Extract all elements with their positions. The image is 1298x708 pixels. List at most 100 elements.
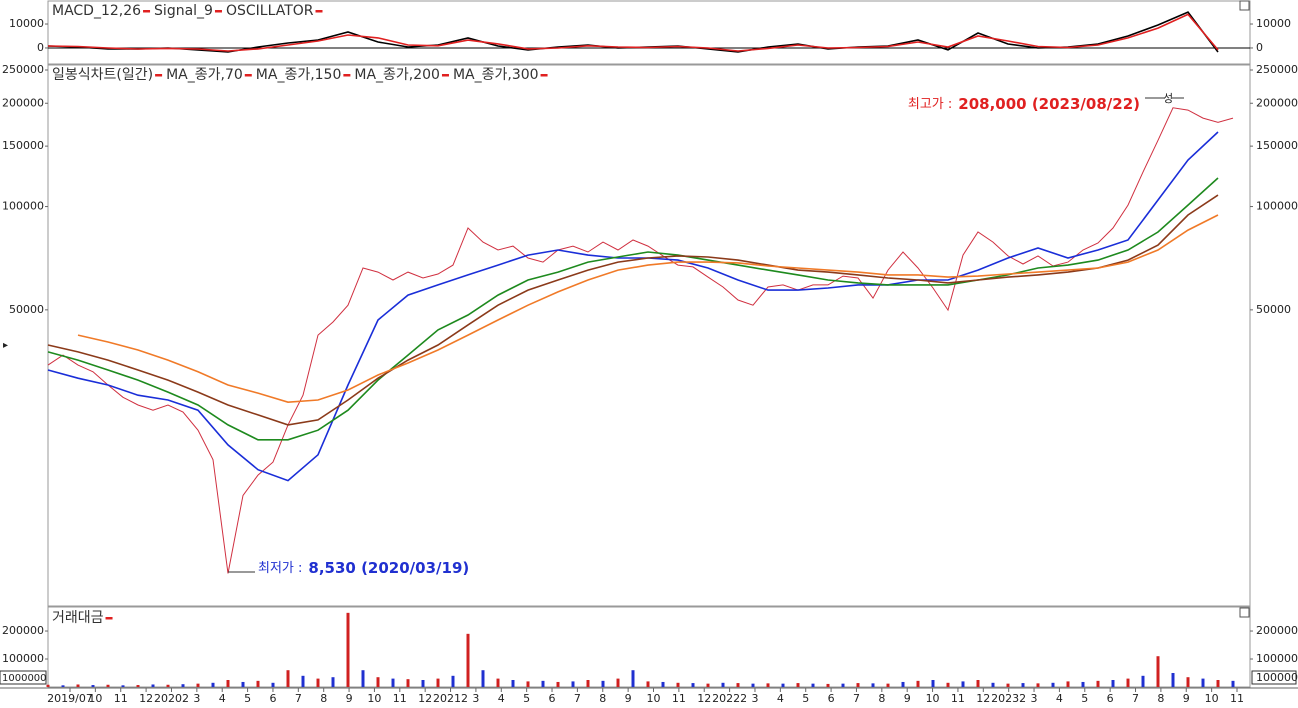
series-line	[47, 131, 1219, 482]
volume-bar	[1216, 680, 1220, 687]
x-tick-label: 4	[1056, 692, 1063, 705]
volume-bar	[646, 681, 650, 687]
annotation-value: 208,000 (2023/08/22)	[958, 95, 1140, 113]
x-tick-label: 12	[418, 692, 432, 705]
volume-bar	[736, 683, 740, 687]
y-tick-label: 50000	[1256, 303, 1291, 316]
volume-bar	[1186, 677, 1190, 687]
x-tick-label: 6	[269, 692, 276, 705]
volume-bar	[526, 681, 530, 687]
y-tick-label: 200000	[1256, 624, 1298, 637]
volume-bar	[271, 682, 275, 687]
x-tick-label: 10	[647, 692, 661, 705]
volume-bar	[256, 680, 260, 687]
volume-bar	[1006, 683, 1010, 687]
volume-bar	[181, 684, 185, 687]
legend-label: MA_종가,70	[166, 67, 243, 83]
volume-bar	[706, 683, 710, 687]
volume-bar	[301, 675, 305, 687]
volume-bar	[601, 680, 605, 687]
volume-bar	[166, 684, 170, 687]
side-handle[interactable]: ▸	[3, 340, 8, 351]
volume-bar	[901, 681, 905, 687]
volume-bar	[721, 682, 725, 687]
x-tick-label: 11	[114, 692, 128, 705]
volume-bar	[751, 683, 755, 687]
x-tick-label: 20202	[154, 692, 189, 705]
x-tick-label: 8	[878, 692, 885, 705]
x-tick-label: 8	[1157, 692, 1164, 705]
volume-bar	[871, 683, 875, 687]
volume-bar	[151, 684, 155, 687]
volume-bar	[616, 678, 620, 687]
volume-bar	[1171, 673, 1175, 687]
y-tick-label: 10000	[9, 17, 44, 30]
x-tick-label: 11	[672, 692, 686, 705]
volume-bar	[631, 670, 635, 687]
x-tick-label: 12	[697, 692, 711, 705]
volume-bar	[1111, 680, 1115, 687]
volume-bar	[886, 683, 890, 687]
x-tick-label: 11	[1230, 692, 1244, 705]
legend-swatch	[441, 74, 449, 77]
x-tick-label: 3	[1031, 692, 1038, 705]
volume-bar	[1141, 675, 1145, 687]
x-tick-label: 2019/07	[47, 692, 93, 705]
series-line	[77, 214, 1219, 404]
x-tick-label: 10	[367, 692, 381, 705]
x-tick-label: 6	[549, 692, 556, 705]
volume-bar	[46, 684, 50, 687]
y-tick-label: 200000	[2, 96, 44, 109]
y-tick-label: 10000	[1256, 17, 1291, 30]
volume-bar	[421, 680, 425, 687]
x-tick-label: 11	[393, 692, 407, 705]
panel-button[interactable]	[1239, 0, 1250, 11]
legend-label: MACD_12,26	[52, 3, 141, 19]
volume-bar	[226, 680, 230, 687]
volume-bar	[571, 681, 575, 687]
legend-label: MA_종가,200	[354, 67, 440, 83]
volume-bar	[1096, 680, 1100, 687]
x-tick-label: 11	[951, 692, 965, 705]
x-tick-label: 9	[625, 692, 632, 705]
legend-label: MA_종가,300	[453, 67, 539, 83]
legend-swatch	[540, 74, 548, 77]
volume-bar	[931, 680, 935, 687]
y-tick-label: 150000	[1256, 139, 1298, 152]
marker-box	[0, 670, 47, 685]
volume-bar	[916, 680, 920, 687]
y-tick-label: 100000	[1256, 200, 1298, 213]
x-tick-label: 9	[904, 692, 911, 705]
volume-bar	[976, 680, 980, 687]
legend-label: Signal_9	[154, 3, 213, 19]
volume-bar	[676, 682, 680, 687]
x-tick-label: 4	[219, 692, 226, 705]
x-tick-label: 3	[751, 692, 758, 705]
x-tick-label: 3	[193, 692, 200, 705]
volume-bar	[466, 633, 470, 687]
x-tick-label: 5	[802, 692, 809, 705]
volume-bar	[481, 670, 485, 687]
volume-bar	[106, 684, 110, 687]
y-tick-label: 100000	[2, 200, 44, 213]
x-tick-label: 7	[295, 692, 302, 705]
y-tick-label: 50000	[9, 303, 44, 316]
annotation: 최고가 : 208,000 (2023/08/22)	[908, 95, 1140, 113]
panel-button[interactable]	[1239, 607, 1250, 618]
volume-bar	[856, 683, 860, 687]
x-tick-label: 20212	[433, 692, 468, 705]
x-tick-label: 8	[320, 692, 327, 705]
volume-bar	[511, 680, 515, 687]
x-tick-label: 6	[1107, 692, 1114, 705]
legend-label: 거래대금	[52, 610, 104, 626]
volume-bar	[76, 684, 80, 687]
volume-bar	[121, 685, 125, 687]
legend-label: OSCILLATOR	[226, 3, 314, 19]
legend-swatch	[214, 10, 222, 13]
x-tick-label: 7	[574, 692, 581, 705]
x-tick-label: 6	[828, 692, 835, 705]
y-tick-label: 0	[37, 41, 44, 54]
volume-bar	[946, 682, 950, 687]
x-tick-label: 12	[139, 692, 153, 705]
